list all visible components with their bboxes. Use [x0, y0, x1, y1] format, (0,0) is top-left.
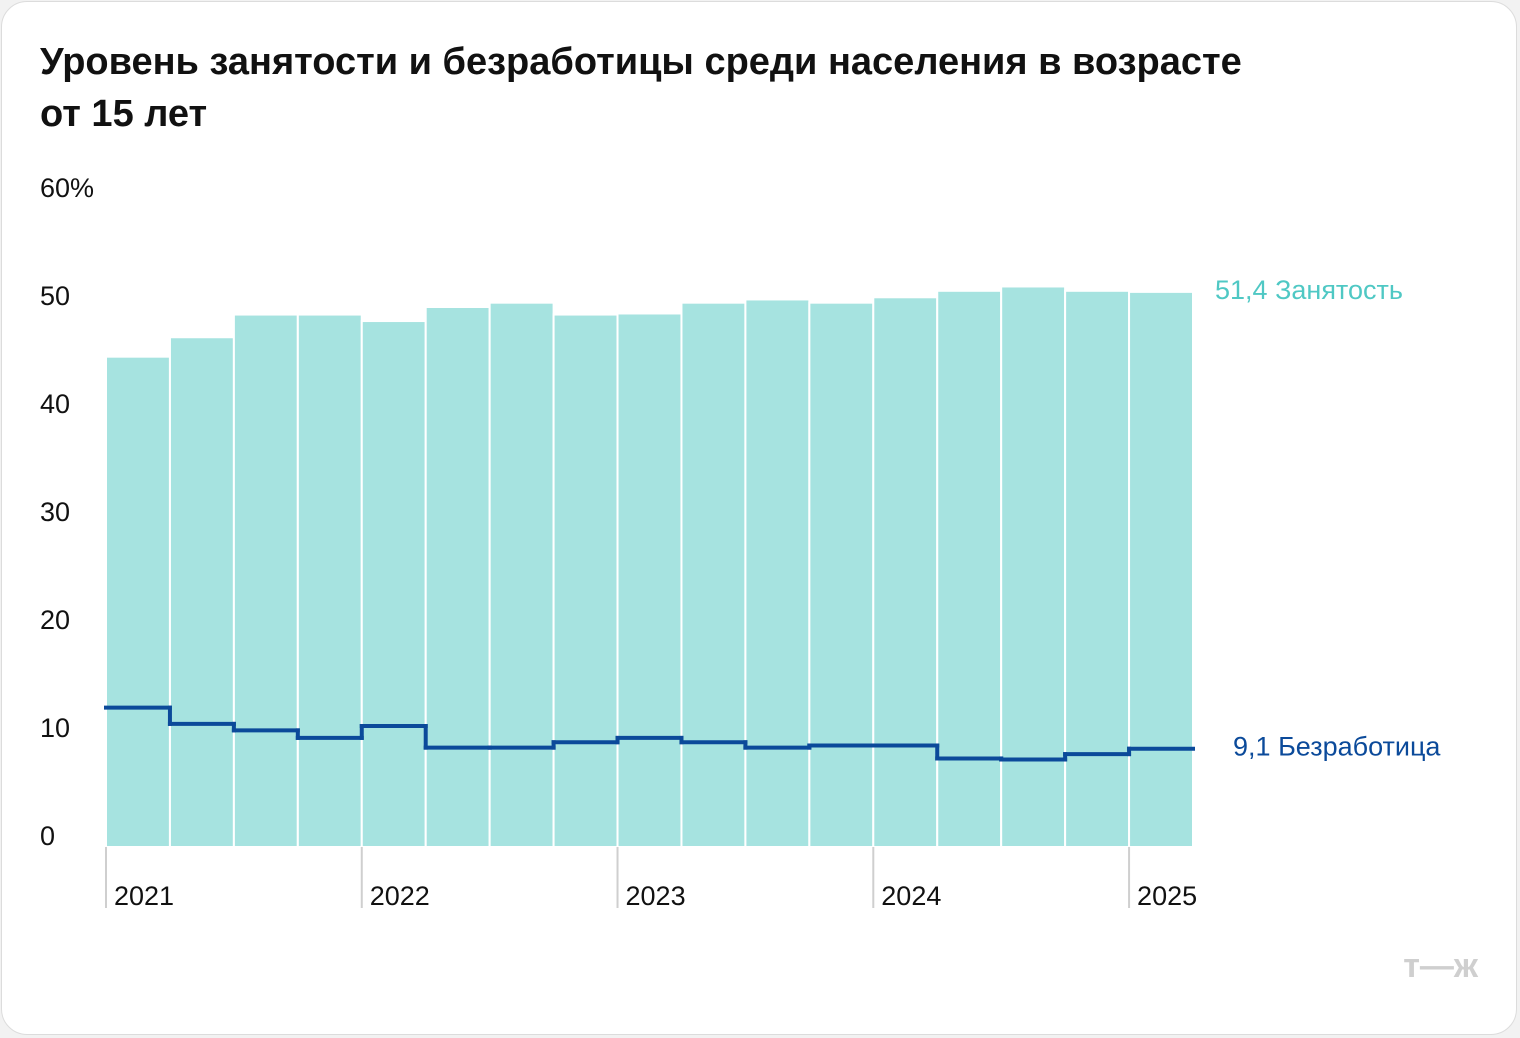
bar	[105, 355, 171, 848]
y-tick-label: 0	[40, 821, 55, 851]
x-tick-label: 2021	[114, 881, 174, 911]
bar	[1128, 290, 1195, 848]
bar	[296, 313, 363, 848]
value-label: 9,1	[1233, 732, 1271, 762]
x-tick-label: 2023	[626, 881, 686, 911]
bar	[808, 301, 875, 848]
bar	[872, 296, 939, 848]
y-tick-label: 60%	[40, 173, 94, 203]
bar	[744, 298, 811, 848]
series-end-label: 51,4 Занятость	[1215, 275, 1403, 305]
logo: т—ж	[1403, 947, 1479, 985]
y-tick-label: 20	[40, 605, 70, 635]
bar	[936, 289, 1003, 848]
bar	[1000, 285, 1067, 849]
bar	[552, 313, 619, 848]
series-end-label: 9,1 Безработица	[1233, 732, 1441, 762]
bar	[1064, 289, 1131, 848]
bar	[488, 301, 555, 848]
bar	[168, 336, 235, 848]
y-tick-label: 40	[40, 389, 70, 419]
legend-label: Безработица	[1278, 732, 1441, 762]
value-label: 51,4	[1215, 275, 1268, 305]
bar	[424, 306, 491, 848]
y-tick-label: 10	[40, 713, 70, 743]
y-tick-label: 50	[40, 281, 70, 311]
chart-title: Уровень занятости и безработицы среди на…	[40, 41, 1242, 83]
x-tick-label: 2025	[1137, 881, 1197, 911]
y-tick-label: 30	[40, 497, 70, 527]
bar	[616, 312, 683, 849]
bar	[232, 313, 299, 848]
bar	[360, 320, 427, 849]
x-tick-label: 2024	[881, 881, 941, 911]
chart-title-line2: от 15 лет	[40, 93, 207, 135]
legend-label: Занятость	[1275, 275, 1403, 305]
bar	[680, 301, 747, 848]
x-tick-label: 2022	[370, 881, 430, 911]
